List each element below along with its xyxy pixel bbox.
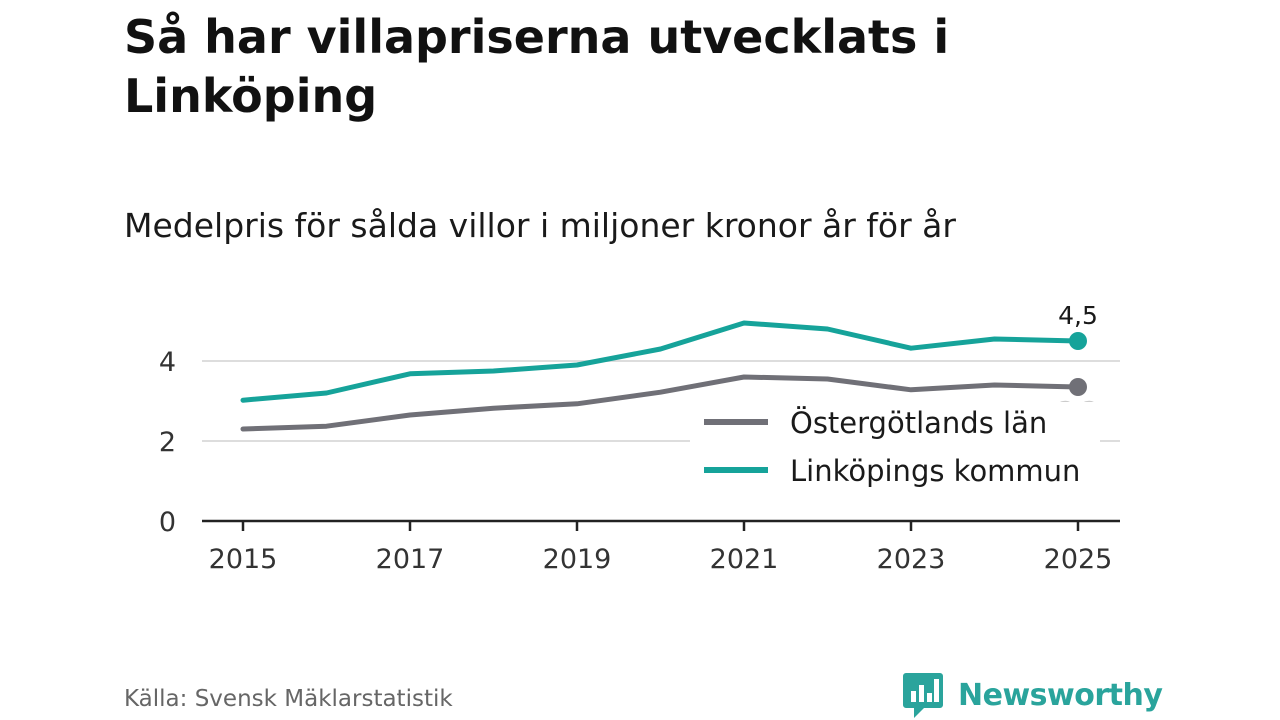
- series-line-1: [240, 320, 1081, 403]
- x-tick-label: 2017: [376, 544, 445, 575]
- legend: Östergötlands län Linköpings kommun: [690, 402, 1100, 500]
- end-point-marker: [1069, 378, 1087, 396]
- legend-background: [690, 402, 1100, 500]
- x-tick-label: 2019: [543, 544, 612, 575]
- x-axis: [202, 519, 1120, 531]
- end-value-label: 4,5: [1058, 301, 1098, 330]
- end-point-marker: [1069, 332, 1087, 350]
- brand-logo: Newsworthy: [902, 670, 1163, 720]
- chart-title: Så har villapriserna utvecklats i Linköp…: [124, 10, 950, 123]
- legend-label: Östergötlands län: [790, 406, 1047, 440]
- y-tick-label: 4: [159, 347, 176, 378]
- source-note: Källa: Svensk Mäklarstatistik: [124, 686, 453, 712]
- series-line-0: [240, 374, 1081, 432]
- x-axis-labels: 2015 2017 2019 2021 2023 2025: [209, 544, 1113, 575]
- x-tick-label: 2015: [209, 544, 278, 575]
- y-tick-label: 0: [159, 507, 176, 538]
- y-axis-labels: 0 2 4: [159, 347, 176, 538]
- x-tick-label: 2023: [877, 544, 946, 575]
- y-tick-label: 2: [159, 427, 176, 458]
- bar-chart-speech-bubble-icon: [903, 673, 943, 718]
- chart-subtitle: Medelpris för sålda villor i miljoner kr…: [124, 206, 956, 245]
- brand-name: Newsworthy: [958, 677, 1163, 713]
- legend-label: Linköpings kommun: [790, 454, 1080, 488]
- x-tick-label: 2021: [710, 544, 779, 575]
- x-tick-label: 2025: [1044, 544, 1113, 575]
